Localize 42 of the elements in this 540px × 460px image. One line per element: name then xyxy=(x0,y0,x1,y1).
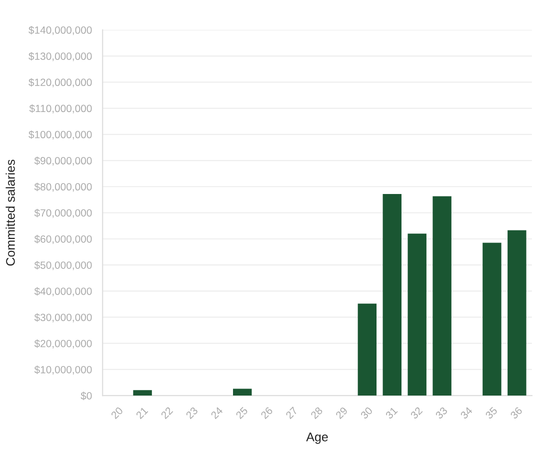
bar xyxy=(358,304,377,396)
y-tick-label: $140,000,000 xyxy=(28,26,92,36)
x-tick-label: 35 xyxy=(484,406,498,420)
y-tick-label: $130,000,000 xyxy=(28,52,92,62)
y-tick-label: $70,000,000 xyxy=(34,208,92,218)
x-tick-label: 20 xyxy=(110,406,124,420)
x-tick-label: 21 xyxy=(136,406,148,420)
y-tick-label: $30,000,000 xyxy=(34,313,92,322)
y-tick-label: $20,000,000 xyxy=(34,339,92,348)
x-tick-label: 23 xyxy=(185,406,198,420)
x-tick-label: 22 xyxy=(160,406,174,420)
y-tick-label: $40,000,000 xyxy=(34,287,92,296)
bar xyxy=(233,388,252,396)
x-tick-label: 27 xyxy=(285,406,298,420)
y-tick-label: $120,000,000 xyxy=(28,78,92,88)
bar xyxy=(432,196,452,396)
y-tick-label: $50,000,000 xyxy=(34,261,92,270)
x-tick-label: 33 xyxy=(434,406,448,420)
x-tick-label: 30 xyxy=(360,406,373,420)
x-axis-title: Age xyxy=(306,432,328,444)
y-tick-label: $10,000,000 xyxy=(34,366,92,375)
y-tick-label: $0 xyxy=(80,392,92,400)
x-tick-label: 29 xyxy=(335,406,348,420)
y-tick-label: $110,000,000 xyxy=(29,104,92,114)
bar xyxy=(482,242,502,396)
x-tick-label: 31 xyxy=(385,406,398,420)
x-tick-label: 24 xyxy=(210,406,224,420)
x-tick-label: 25 xyxy=(235,406,248,420)
bar xyxy=(133,390,152,396)
x-tick-label: 28 xyxy=(310,406,324,420)
x-tick-label: 36 xyxy=(510,406,523,420)
x-tick-label: 26 xyxy=(260,406,274,420)
y-tick-label: $80,000,000 xyxy=(34,182,92,192)
bar xyxy=(408,234,426,396)
y-tick-label: $60,000,000 xyxy=(34,234,92,244)
bar xyxy=(508,230,526,396)
y-tick-label: $90,000,000 xyxy=(34,156,92,166)
x-tick-label: 34 xyxy=(460,406,473,420)
bar xyxy=(382,194,402,396)
y-tick-label: $100,000,000 xyxy=(28,130,92,140)
x-tick-label: 32 xyxy=(410,406,423,420)
y-axis-title: Committed salaries xyxy=(6,160,15,266)
